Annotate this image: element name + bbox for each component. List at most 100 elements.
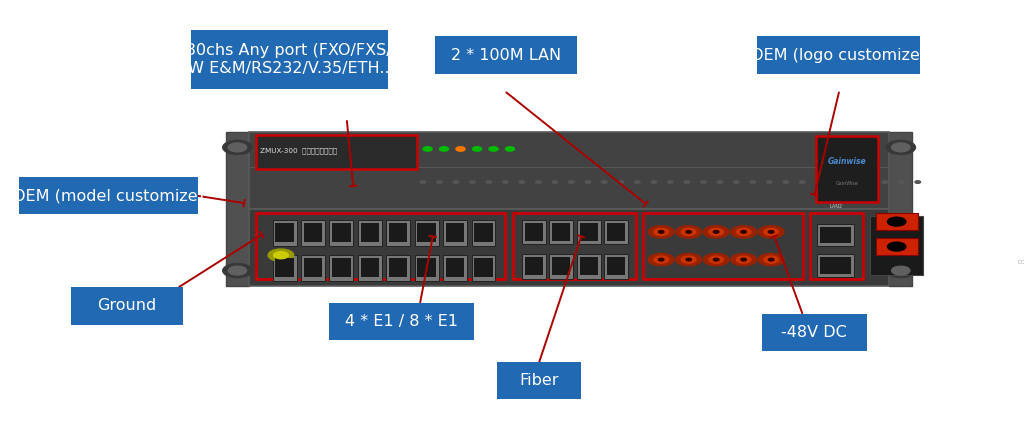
Circle shape — [816, 181, 821, 183]
Circle shape — [658, 258, 664, 261]
Circle shape — [892, 143, 910, 152]
FancyBboxPatch shape — [819, 227, 851, 243]
FancyBboxPatch shape — [443, 255, 467, 281]
FancyBboxPatch shape — [580, 257, 598, 275]
Circle shape — [223, 264, 252, 278]
FancyBboxPatch shape — [474, 223, 493, 242]
FancyBboxPatch shape — [332, 258, 350, 277]
FancyBboxPatch shape — [226, 132, 249, 286]
Circle shape — [703, 253, 729, 266]
Circle shape — [654, 256, 669, 263]
FancyBboxPatch shape — [330, 255, 353, 281]
FancyBboxPatch shape — [445, 258, 464, 277]
Circle shape — [651, 181, 656, 183]
Circle shape — [966, 229, 989, 240]
FancyBboxPatch shape — [819, 257, 851, 274]
FancyBboxPatch shape — [304, 223, 323, 242]
Circle shape — [865, 181, 871, 183]
FancyBboxPatch shape — [443, 220, 467, 246]
Circle shape — [703, 226, 729, 238]
Circle shape — [686, 258, 691, 261]
Circle shape — [767, 181, 772, 183]
Circle shape — [717, 181, 723, 183]
Text: LAN2: LAN2 — [829, 204, 843, 209]
FancyBboxPatch shape — [607, 257, 626, 275]
Text: 4 * E1 / 8 * E1: 4 * E1 / 8 * E1 — [345, 314, 459, 329]
Circle shape — [676, 253, 701, 266]
FancyBboxPatch shape — [301, 255, 325, 281]
FancyBboxPatch shape — [524, 257, 543, 275]
FancyBboxPatch shape — [929, 218, 956, 271]
FancyBboxPatch shape — [249, 132, 889, 209]
Circle shape — [759, 226, 784, 238]
Text: GainWise: GainWise — [836, 181, 858, 187]
Text: OEM (model customize): OEM (model customize) — [13, 188, 204, 203]
Circle shape — [741, 231, 746, 233]
FancyBboxPatch shape — [604, 254, 628, 279]
FancyBboxPatch shape — [471, 220, 496, 246]
FancyBboxPatch shape — [272, 255, 297, 281]
Circle shape — [892, 266, 910, 275]
FancyBboxPatch shape — [418, 223, 436, 242]
FancyBboxPatch shape — [71, 287, 183, 325]
Circle shape — [273, 252, 289, 259]
Circle shape — [759, 253, 784, 266]
Circle shape — [768, 231, 774, 233]
Text: Gainwise: Gainwise — [827, 157, 866, 166]
Circle shape — [602, 181, 607, 183]
FancyBboxPatch shape — [876, 238, 918, 255]
Text: 30chs Any port (FXO/FXS/
4W E&M/RS232/V.35/ETH...): 30chs Any port (FXO/FXS/ 4W E&M/RS232/V.… — [178, 43, 400, 76]
Circle shape — [736, 228, 751, 235]
Circle shape — [684, 181, 689, 183]
Circle shape — [888, 242, 906, 251]
Circle shape — [849, 181, 854, 183]
Circle shape — [470, 181, 475, 183]
Circle shape — [882, 181, 888, 183]
Circle shape — [731, 253, 757, 266]
FancyBboxPatch shape — [389, 258, 408, 277]
FancyBboxPatch shape — [552, 257, 570, 275]
Circle shape — [488, 147, 498, 151]
Circle shape — [932, 181, 937, 183]
Circle shape — [439, 147, 449, 151]
FancyBboxPatch shape — [386, 255, 411, 281]
Circle shape — [972, 231, 984, 238]
Circle shape — [686, 231, 691, 233]
Circle shape — [965, 181, 970, 183]
FancyBboxPatch shape — [360, 258, 379, 277]
Circle shape — [888, 217, 906, 226]
FancyBboxPatch shape — [386, 220, 411, 246]
Circle shape — [764, 228, 778, 235]
FancyBboxPatch shape — [330, 220, 353, 246]
FancyBboxPatch shape — [415, 255, 438, 281]
FancyBboxPatch shape — [301, 220, 325, 246]
Circle shape — [833, 181, 838, 183]
FancyBboxPatch shape — [358, 255, 382, 281]
FancyBboxPatch shape — [758, 37, 921, 73]
Circle shape — [981, 181, 986, 183]
Circle shape — [585, 181, 591, 183]
FancyBboxPatch shape — [870, 216, 924, 275]
FancyBboxPatch shape — [415, 220, 438, 246]
FancyBboxPatch shape — [577, 220, 601, 244]
FancyBboxPatch shape — [817, 224, 854, 246]
FancyBboxPatch shape — [358, 220, 382, 246]
Circle shape — [228, 143, 247, 152]
Circle shape — [681, 256, 696, 263]
Circle shape — [898, 181, 904, 183]
FancyBboxPatch shape — [19, 177, 198, 214]
Circle shape — [436, 181, 442, 183]
Circle shape — [915, 181, 921, 183]
FancyBboxPatch shape — [249, 209, 889, 286]
FancyBboxPatch shape — [190, 30, 388, 89]
FancyBboxPatch shape — [522, 220, 546, 244]
Circle shape — [700, 181, 707, 183]
FancyBboxPatch shape — [816, 136, 879, 202]
FancyBboxPatch shape — [360, 223, 379, 242]
Circle shape — [648, 253, 674, 266]
FancyBboxPatch shape — [275, 223, 294, 242]
FancyBboxPatch shape — [332, 223, 350, 242]
Circle shape — [709, 228, 724, 235]
FancyBboxPatch shape — [445, 223, 464, 242]
FancyBboxPatch shape — [524, 223, 543, 241]
